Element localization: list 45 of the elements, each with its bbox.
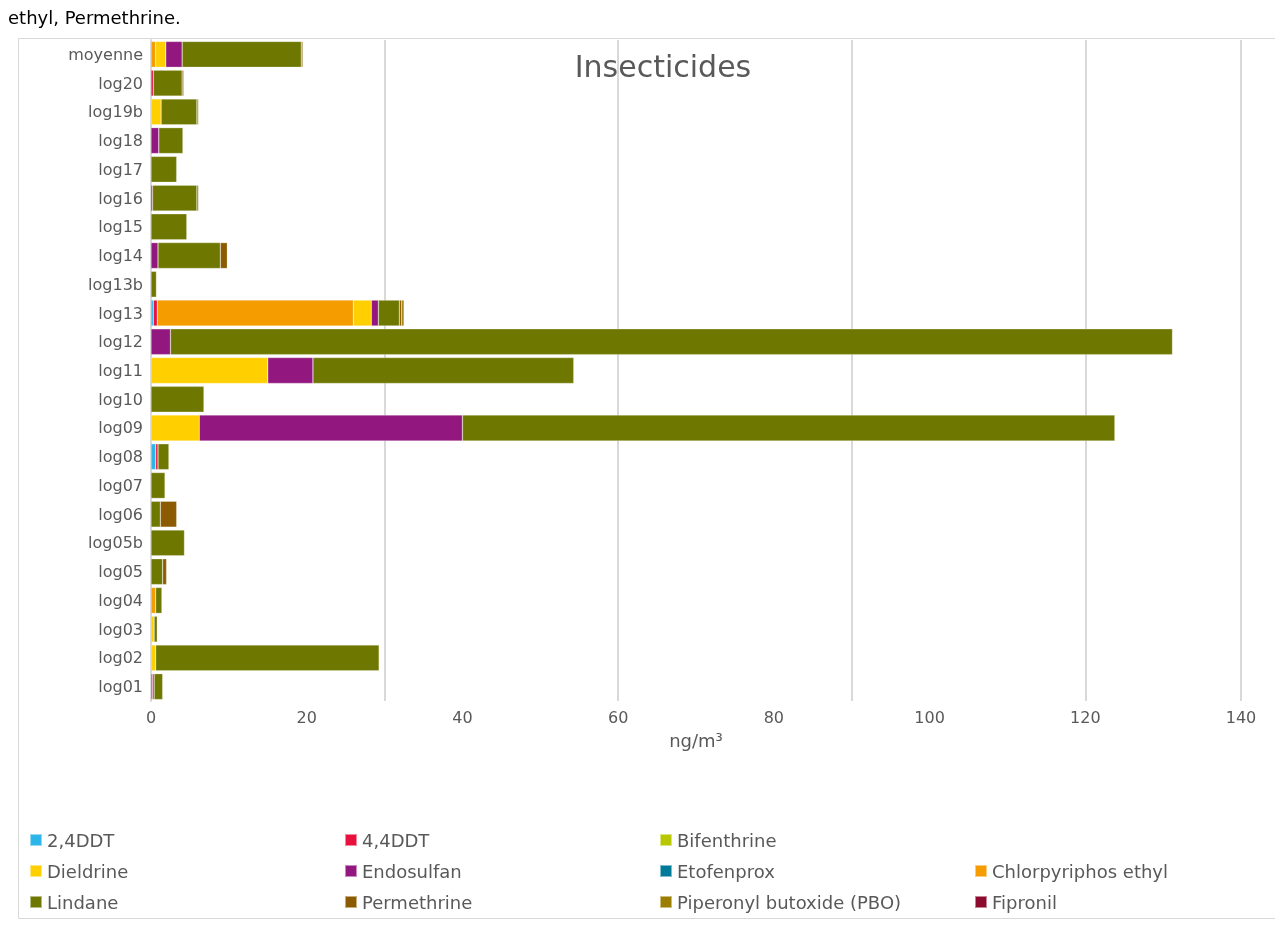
y-tick-label: log05b bbox=[88, 533, 143, 553]
y-tick-label: log13b bbox=[88, 274, 143, 294]
y-tick-label: log15 bbox=[98, 217, 143, 237]
x-tick-label: 40 bbox=[452, 707, 473, 727]
y-tick-label: log14 bbox=[98, 246, 143, 266]
y-tick-label: log17 bbox=[98, 159, 143, 179]
y-tick-label: log16 bbox=[98, 188, 143, 208]
y-tick-label: log11 bbox=[98, 361, 143, 380]
chart-title: Insecticides bbox=[574, 48, 752, 84]
x-tick-label: 140 bbox=[1225, 707, 1257, 727]
y-tick-label: log19b bbox=[88, 102, 143, 122]
legend-label: Dieldrine bbox=[47, 860, 129, 882]
x-tick-label: 0 bbox=[145, 707, 157, 727]
x-axis-title: ng/m³ bbox=[669, 729, 723, 751]
x-tick-label: 120 bbox=[1070, 707, 1101, 727]
legend-label: Lindane bbox=[47, 891, 119, 913]
text: ethyl, Permethrine. bbox=[8, 6, 181, 28]
y-tick-label: log13 bbox=[98, 303, 143, 323]
y-tick-label: moyenne bbox=[68, 44, 143, 64]
y-tick-label: log01 bbox=[98, 677, 143, 697]
y-tick-label: log12 bbox=[98, 332, 143, 352]
x-tick-label: 60 bbox=[607, 707, 629, 727]
legend-label: Etofenprox bbox=[677, 860, 776, 882]
x-tick-label: 100 bbox=[914, 707, 945, 727]
legend-label: Permethrine bbox=[362, 891, 473, 913]
y-tick-label: log07 bbox=[98, 475, 143, 495]
legend-label: Chlorpyriphos ethyl bbox=[992, 860, 1169, 882]
x-tick-label: 80 bbox=[763, 707, 785, 727]
y-tick-label: log03 bbox=[98, 619, 143, 639]
y-tick-label: log18 bbox=[98, 131, 143, 151]
y-tick-label: log06 bbox=[98, 504, 143, 524]
y-tick-label: log04 bbox=[98, 590, 143, 610]
legend-label: 2,4DDT bbox=[47, 829, 116, 851]
y-tick-label: log08 bbox=[98, 447, 143, 467]
legend-label: Piperonyl butoxide (PBO) bbox=[677, 891, 902, 913]
y-tick-label: log09 bbox=[98, 418, 143, 438]
legend-label: Fipronil bbox=[992, 891, 1057, 913]
y-tick-label: log10 bbox=[98, 389, 143, 409]
legend-label: 4,4DDT bbox=[362, 829, 431, 851]
y-tick-label: log05 bbox=[98, 562, 143, 582]
y-tick-label: log20 bbox=[98, 73, 143, 93]
y-tick-label: log02 bbox=[98, 648, 143, 668]
x-tick-label: 20 bbox=[296, 707, 317, 727]
legend-label: Bifenthrine bbox=[677, 829, 777, 851]
legend-label: Endosulfan bbox=[362, 860, 462, 882]
